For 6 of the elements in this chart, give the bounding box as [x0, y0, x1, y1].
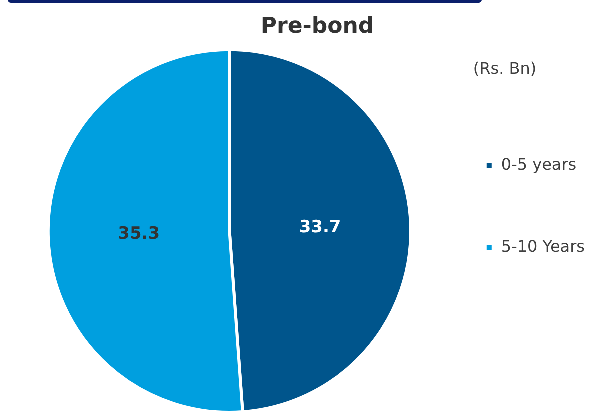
legend-label: 5-10 Years	[501, 237, 585, 256]
legend-label: 0-5 years	[501, 155, 577, 174]
data-label: 33.7	[299, 217, 342, 238]
data-label: 35.3	[118, 224, 160, 244]
text: (Rs. Bn)	[473, 59, 537, 78]
chart-title: Pre-bond	[260, 14, 374, 39]
